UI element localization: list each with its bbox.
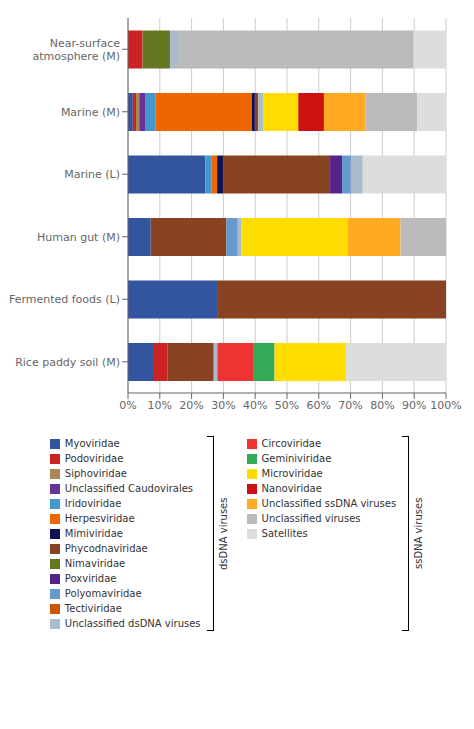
html-text:Iridoviridae: Iridoviridae xyxy=(64,498,122,509)
html-text:Podoviridae: Podoviridae xyxy=(64,453,124,464)
html-text:Nimaviridae: Nimaviridae xyxy=(64,558,126,569)
svg-text:10%: 10% xyxy=(148,399,172,412)
html-text:Unclassified ssDNA viruses: Unclassified ssDNA viruses xyxy=(261,498,397,509)
html-text:Herpesviridae: Herpesviridae xyxy=(64,513,135,524)
html-text:Unclassified Caudovirales: Unclassified Caudovirales xyxy=(64,483,194,494)
html-text:Myoviridae: Myoviridae xyxy=(64,438,120,449)
html-text:Unclassified dsDNA viruses: Unclassified dsDNA viruses xyxy=(64,618,201,629)
svg-text:Marine (L): Marine (L) xyxy=(64,168,120,181)
svg-text:100%: 100% xyxy=(430,399,461,412)
svg-text:60%: 60% xyxy=(307,399,331,412)
html-text:Tectiviridae: Tectiviridae xyxy=(64,603,122,614)
svg-text:70%: 70% xyxy=(338,399,362,412)
svg-text:Fermented foods (L): Fermented foods (L) xyxy=(9,293,120,306)
html-text:Polyomaviridae: Polyomaviridae xyxy=(64,588,142,599)
svg-text:80%: 80% xyxy=(370,399,394,412)
svg-text:Rice paddy soil (M): Rice paddy soil (M) xyxy=(15,355,120,368)
html-text:Mimiviridae: Mimiviridae xyxy=(64,528,123,539)
svg-text:50%: 50% xyxy=(275,399,299,412)
html-text:Phycodnaviridae: Phycodnaviridae xyxy=(64,543,148,554)
svg-text:0%: 0% xyxy=(119,399,136,412)
svg-text:40%: 40% xyxy=(243,399,267,412)
svg-text:Marine (M): Marine (M) xyxy=(61,105,120,118)
svg-text:90%: 90% xyxy=(402,399,426,412)
html-text:dsDNA viruses: dsDNA viruses xyxy=(217,497,229,570)
html-text:ssDNA viruses: ssDNA viruses xyxy=(413,497,425,570)
html-text:Circoviridae: Circoviridae xyxy=(261,438,321,449)
svg-text:Near-surfaceatmosphere (M): Near-surfaceatmosphere (M) xyxy=(32,36,120,62)
html-text:Unclassified viruses: Unclassified viruses xyxy=(261,513,361,524)
html-text:Satellites: Satellites xyxy=(261,528,308,539)
html-text:Nanoviridae: Nanoviridae xyxy=(261,483,322,494)
svg-text:30%: 30% xyxy=(211,399,235,412)
html-text:Microviridae: Microviridae xyxy=(261,468,323,479)
svg-text:Human gut (M): Human gut (M) xyxy=(37,230,120,243)
html-text:Siphoviridae: Siphoviridae xyxy=(64,468,127,479)
svg-text:20%: 20% xyxy=(179,399,203,412)
html-text:Poxviridae: Poxviridae xyxy=(64,573,117,584)
html-text:Geminiviridae: Geminiviridae xyxy=(261,453,332,464)
